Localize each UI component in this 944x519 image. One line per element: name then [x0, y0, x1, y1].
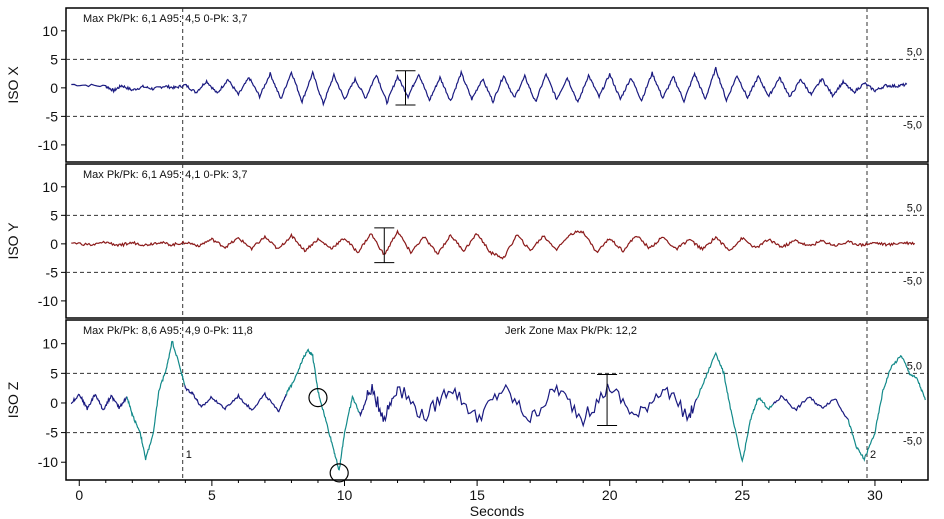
x-tick-label: 25	[735, 487, 751, 503]
y-tick-label: 5	[50, 365, 58, 381]
x-tick-label: 5	[208, 487, 216, 503]
x-tick-label: 20	[602, 487, 618, 503]
x-tick-label: 0	[75, 487, 83, 503]
series-line	[184, 385, 287, 413]
y-tick-label: -5	[46, 264, 59, 280]
limit-label: 5,0	[907, 46, 922, 58]
x-tick-label: 10	[337, 487, 353, 503]
x-tick-label: 30	[867, 487, 883, 503]
series-line	[126, 340, 186, 461]
y-tick-label: -10	[38, 454, 58, 470]
stats-label: Max Pk/Pk: 6,1 A95: 4,5 0-Pk: 3,7	[83, 13, 247, 25]
marker-label: 1	[186, 449, 192, 461]
y-axis-label: ISO Z	[5, 381, 21, 418]
stats-label: Max Pk/Pk: 8,6 A95: 4,9 0-Pk: 11,8	[83, 325, 253, 337]
x-axis-label: Seconds	[470, 503, 524, 519]
marker-label: 2	[870, 449, 876, 461]
limit-label: 5,0	[907, 360, 922, 372]
limit-label: -5,0	[903, 436, 922, 448]
y-tick-label: 0	[50, 80, 58, 96]
y-tick-label: -5	[46, 425, 59, 441]
jerk-zone-label: Jerk Zone Max Pk/Pk: 12,2	[505, 325, 637, 337]
series-line	[285, 348, 360, 471]
y-tick-label: 5	[50, 207, 58, 223]
y-tick-label: 5	[50, 51, 58, 67]
series-line	[71, 229, 916, 260]
y-tick-label: -5	[46, 108, 59, 124]
series-line	[71, 66, 908, 107]
y-tick-label: 10	[42, 336, 58, 352]
series-line	[359, 383, 698, 428]
limit-label: -5,0	[903, 275, 922, 287]
series-line	[772, 394, 849, 420]
y-axis-label: ISO Y	[5, 222, 21, 260]
series-line	[70, 393, 128, 411]
jerk-circle-marker	[329, 463, 349, 483]
limit-label: 5,0	[907, 202, 922, 214]
panel-frame	[65, 163, 929, 319]
y-tick-label: -10	[38, 137, 58, 153]
stats-label: Max Pk/Pk: 6,1 A95: 4,1 0-Pk: 3,7	[83, 169, 247, 181]
y-tick-label: 10	[42, 23, 58, 39]
y-tick-label: -10	[38, 293, 58, 309]
y-axis-label: ISO X	[5, 66, 21, 104]
y-tick-label: 0	[50, 395, 58, 411]
series-line	[847, 354, 926, 463]
limit-label: -5,0	[903, 119, 922, 131]
y-tick-label: 10	[42, 179, 58, 195]
y-tick-label: 0	[50, 236, 58, 252]
series-line	[696, 351, 774, 464]
jerk-circle-marker	[308, 388, 328, 408]
x-tick-label: 15	[469, 487, 485, 503]
panel-frame	[65, 7, 929, 163]
